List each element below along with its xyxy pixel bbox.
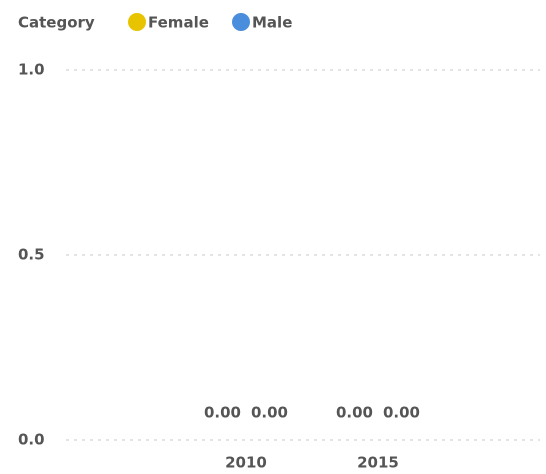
legend-marker	[232, 13, 250, 31]
y-tick-label: 0.5	[18, 246, 45, 264]
legend-title: Category	[18, 14, 95, 32]
legend-marker	[128, 13, 146, 31]
x-tick-label: 2010	[225, 454, 267, 472]
y-tick-label: 1.0	[18, 61, 45, 79]
value-label: 0.00	[383, 404, 420, 422]
value-label: 0.00	[204, 404, 241, 422]
x-tick-label: 2015	[357, 454, 399, 472]
legend-label: Female	[148, 14, 209, 32]
legend-label: Male	[252, 14, 292, 32]
y-tick-label: 0.0	[18, 431, 45, 449]
value-label: 0.00	[336, 404, 373, 422]
value-label: 0.00	[251, 404, 288, 422]
